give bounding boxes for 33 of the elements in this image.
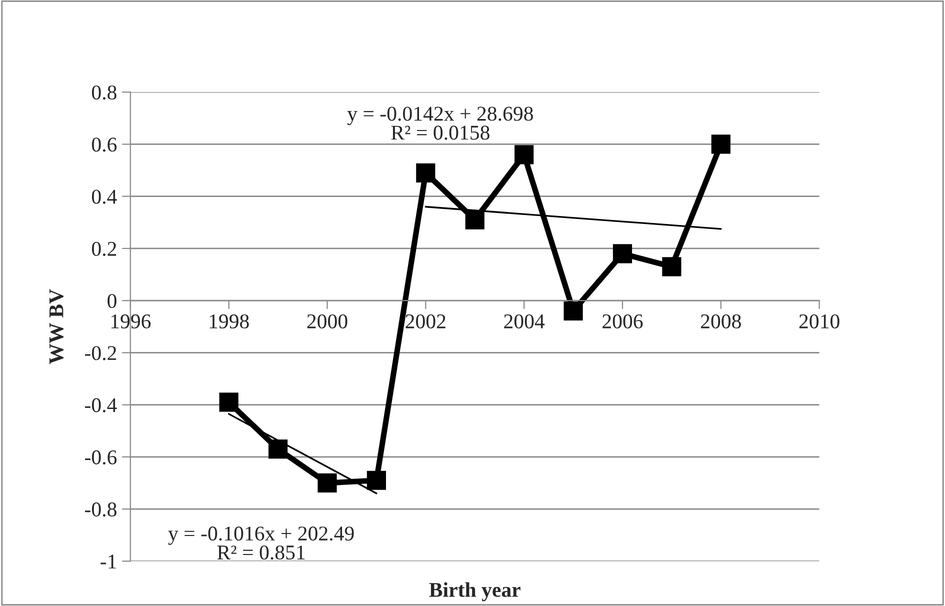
y-tick-label: -1 [100, 554, 116, 568]
y-tick-label: -0.2 [85, 346, 116, 360]
point [416, 163, 436, 182]
point [514, 145, 534, 164]
x-tick-label: 2006 [602, 314, 643, 328]
point [564, 301, 583, 321]
y-tick-label: 0.2 [92, 242, 116, 256]
point [318, 473, 337, 493]
y-tick-label: -0.6 [85, 450, 117, 464]
x-tick-label: 2000 [307, 314, 348, 328]
annotation: y = -0.1016x + 202.49 R² = 0.851 [168, 526, 354, 560]
x-tick-label: 1998 [210, 314, 249, 328]
point [662, 257, 682, 276]
x-tick-label: 2010 [799, 314, 840, 328]
y-axis-title: WW BV [49, 289, 64, 364]
x-tick-label: 2008 [700, 314, 741, 328]
x-tick-label: 2004 [504, 314, 545, 328]
y-tick-label: 0.4 [92, 190, 117, 204]
y-tick-label: 0.8 [92, 85, 116, 100]
y-tick-label: -0.4 [85, 398, 117, 412]
point [612, 244, 632, 264]
y-tick-label: -0.8 [85, 502, 116, 517]
point [465, 210, 484, 230]
y-tick-label: 0 [108, 294, 116, 308]
y-tick-label: 0.6 [92, 138, 117, 152]
x-axis-title: Birth year [429, 582, 520, 602]
annotation: y = -0.0142x + 28.698 R² = 0.0158 [347, 106, 533, 140]
x-tick-label: 1996 [111, 314, 151, 328]
x-tick-label: 2002 [406, 314, 446, 328]
point [711, 134, 730, 154]
point [366, 470, 386, 490]
point [268, 440, 288, 459]
point [219, 392, 238, 412]
